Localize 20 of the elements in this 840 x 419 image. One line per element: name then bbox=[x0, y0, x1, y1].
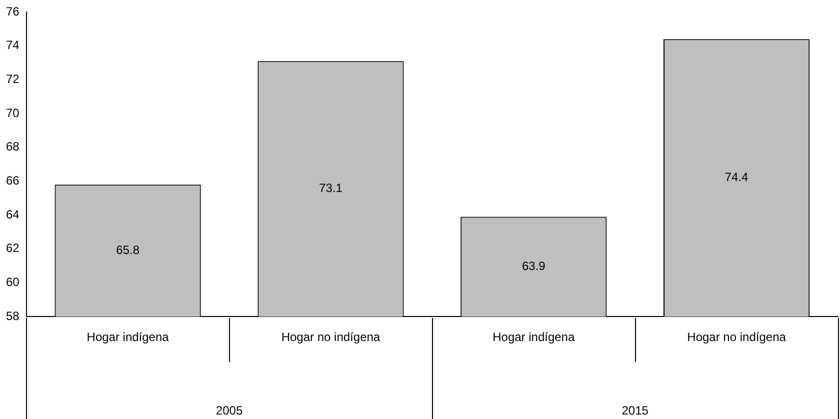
y-tick-label: 66 bbox=[6, 174, 20, 188]
y-tick-label: 62 bbox=[6, 241, 20, 256]
x-tick-label: Hogar no indígena bbox=[281, 330, 380, 344]
y-tick-label: 72 bbox=[6, 72, 20, 86]
text: 2005 bbox=[216, 403, 243, 418]
data-label: 74.4 bbox=[724, 170, 749, 184]
data-label: 73.1 bbox=[319, 181, 343, 196]
data-label: 65.8 bbox=[116, 242, 140, 257]
y-tick-label: 64 bbox=[6, 207, 20, 222]
x-tick-label: Hogar no indígena bbox=[687, 330, 786, 344]
data-label: 63.9 bbox=[522, 258, 546, 273]
x-tick-label: Hogar indígena bbox=[492, 330, 575, 344]
y-tick-label: 74 bbox=[6, 38, 20, 52]
y-tick-label: 60 bbox=[6, 275, 20, 290]
y-tick-label: 76 bbox=[6, 4, 20, 18]
y-tick-label: 68 bbox=[6, 140, 20, 154]
text: 2015 bbox=[622, 403, 649, 418]
y-tick-label: 58 bbox=[6, 308, 20, 323]
y-tick-label: 70 bbox=[6, 106, 20, 120]
x-tick-label: Hogar indígena bbox=[86, 330, 170, 344]
